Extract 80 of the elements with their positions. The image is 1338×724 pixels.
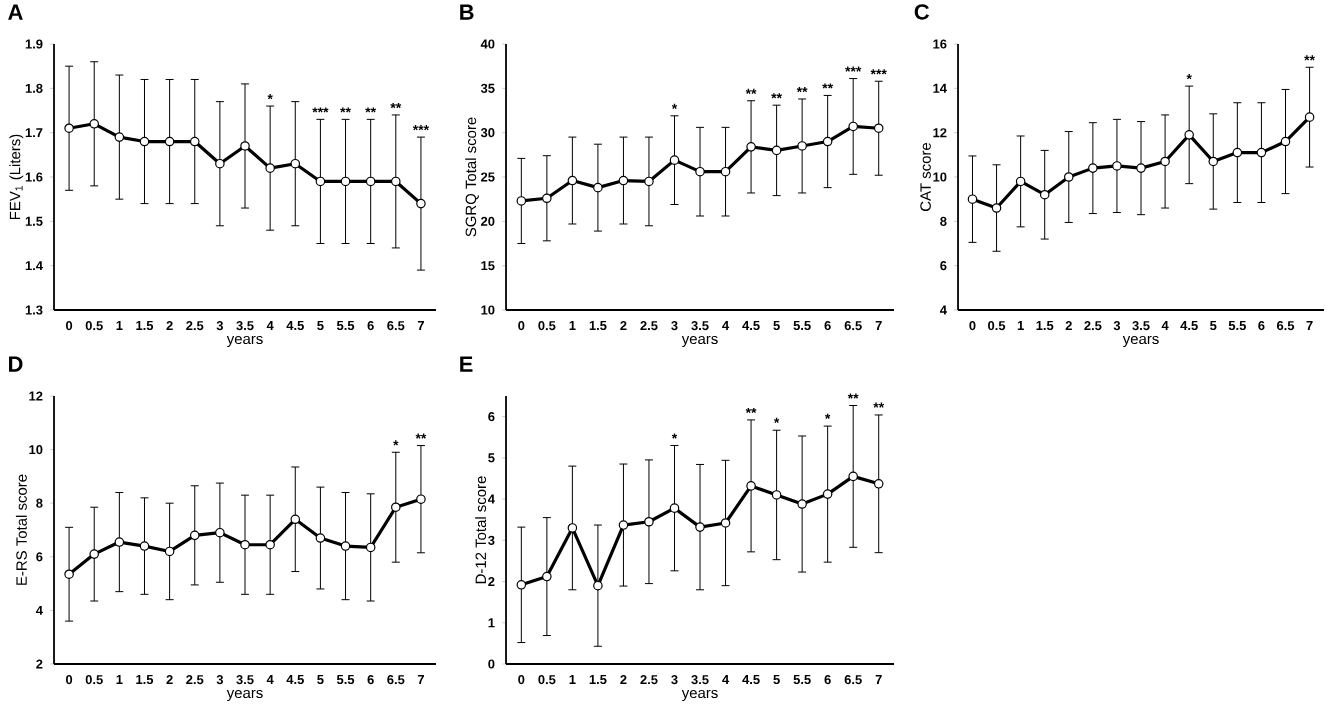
point <box>240 539 250 550</box>
point <box>695 166 705 177</box>
point <box>365 542 376 553</box>
point <box>873 123 884 134</box>
point <box>139 136 150 147</box>
chart-title: E <box>460 356 473 372</box>
point <box>822 136 833 147</box>
point <box>265 539 275 550</box>
point <box>164 136 175 147</box>
point <box>64 569 74 579</box>
point <box>991 203 1002 213</box>
point <box>1232 147 1243 158</box>
point <box>644 516 654 527</box>
point <box>967 194 978 204</box>
point <box>720 166 731 177</box>
point <box>1304 112 1315 122</box>
chart-title: D <box>9 356 23 372</box>
point <box>644 176 654 187</box>
point <box>365 176 376 187</box>
point <box>567 523 578 533</box>
point <box>771 145 782 156</box>
point <box>416 198 426 209</box>
point <box>340 176 351 187</box>
point <box>746 481 756 491</box>
point <box>215 158 225 169</box>
point <box>114 132 125 142</box>
point <box>114 537 125 547</box>
point <box>416 494 426 504</box>
point <box>290 514 301 525</box>
point <box>669 503 680 513</box>
point <box>516 580 527 590</box>
point <box>1280 136 1291 147</box>
point <box>1015 176 1026 187</box>
point <box>618 175 629 186</box>
point <box>797 499 807 509</box>
point <box>542 193 552 204</box>
point <box>848 471 858 482</box>
point <box>516 196 527 206</box>
point <box>1039 189 1050 200</box>
chart-title: A <box>8 4 23 20</box>
chart-title: B <box>460 4 474 20</box>
point <box>64 123 74 134</box>
point <box>695 522 705 532</box>
point <box>669 155 680 165</box>
point <box>189 136 200 147</box>
point <box>240 141 250 151</box>
point <box>771 490 782 500</box>
point <box>391 502 401 512</box>
point <box>1136 163 1146 173</box>
point <box>89 119 100 129</box>
point <box>1184 130 1194 140</box>
point <box>215 527 225 538</box>
point <box>746 142 756 152</box>
point <box>391 176 401 187</box>
point <box>848 121 858 132</box>
point <box>1088 163 1098 173</box>
point <box>1208 156 1219 167</box>
point <box>315 176 326 187</box>
point <box>290 158 301 169</box>
point <box>139 541 150 551</box>
point <box>593 580 603 591</box>
point <box>593 182 603 193</box>
point <box>1160 156 1170 167</box>
chart-title: C <box>914 4 930 20</box>
point <box>1064 172 1074 182</box>
point <box>797 141 807 151</box>
point <box>189 530 200 541</box>
point <box>315 533 326 543</box>
point <box>618 520 629 530</box>
point <box>542 571 552 582</box>
point <box>89 549 100 559</box>
point <box>340 541 351 551</box>
point <box>164 546 175 557</box>
point <box>265 163 275 173</box>
point <box>873 479 884 489</box>
point <box>822 489 833 499</box>
point <box>1112 161 1122 171</box>
point <box>567 175 578 186</box>
point <box>720 518 731 528</box>
point <box>1256 147 1267 158</box>
